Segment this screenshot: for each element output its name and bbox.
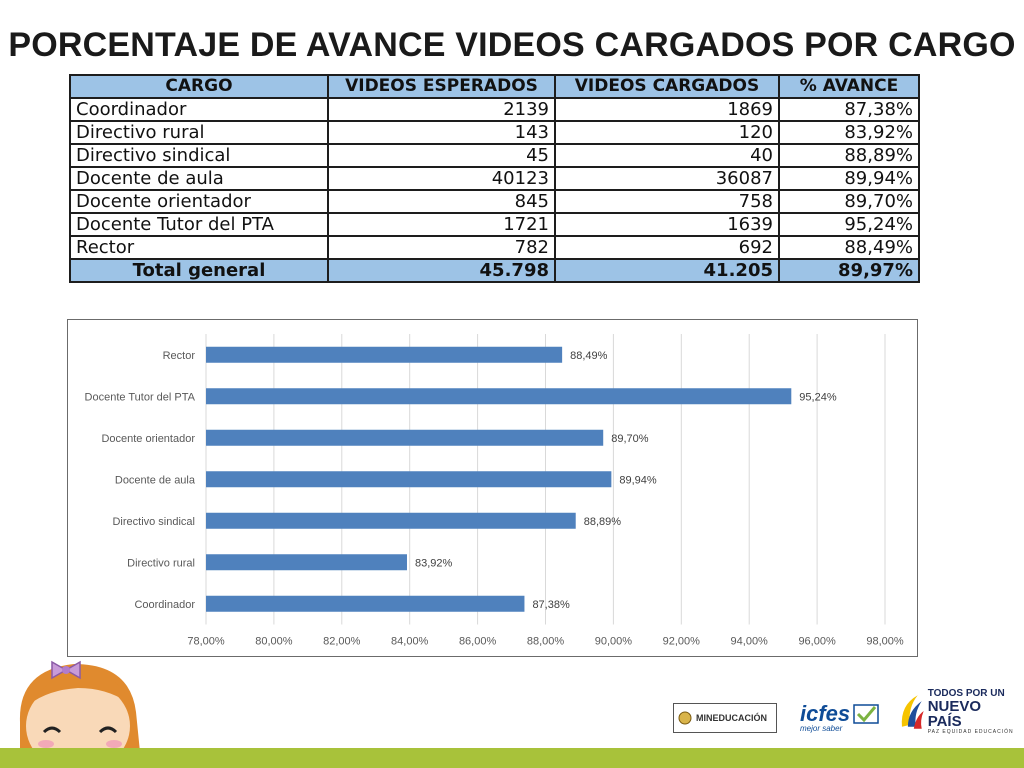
cell-avance: 83,92% [778, 120, 920, 145]
cell-avance: 89,94% [778, 166, 920, 191]
cell-cargados: 758 [554, 189, 780, 214]
footer-band [0, 748, 1024, 768]
bar [206, 471, 612, 488]
cell-cargados: 1869 [554, 97, 780, 122]
chart-frame: 78,00% 80,00% 82,00% 84,00% 86,00% 88,00% 90,0… [67, 319, 918, 657]
header-videos-cargados: VIDEOS CARGADOS [554, 74, 780, 99]
cell-esperados: 1721 [327, 212, 556, 237]
nuevo-pais-logo: TODOS POR UN NUEVO PAÍS PAZ EQUIDAD EDUC… [898, 687, 1018, 735]
table-row: Rector 782 692 88,49% [69, 235, 920, 260]
cell-esperados: 143 [327, 120, 556, 145]
category-label: Coordinador [134, 599, 195, 611]
header-cargo: CARGO [69, 74, 329, 99]
x-tick-label: 96,00% [798, 636, 836, 648]
data-label: 95,24% [799, 391, 837, 403]
cell-cargo: Docente Tutor del PTA [69, 212, 329, 237]
data-label: 87,38% [532, 599, 570, 611]
x-tick-label: 78,00% [187, 636, 225, 648]
icfes-subtitle: mejor saber [800, 723, 843, 733]
x-tick-label: 94,00% [731, 636, 769, 648]
x-tick-label: 90,00% [595, 636, 633, 648]
check-icon [853, 703, 879, 724]
data-table: CARGO VIDEOS ESPERADOS VIDEOS CARGADOS %… [69, 74, 920, 283]
total-label: Total general [69, 258, 329, 283]
table-row: Docente de aula 40123 36087 89,94% [69, 166, 920, 191]
table-row: Directivo rural 143 120 83,92% [69, 120, 920, 145]
x-tick-label: 86,00% [459, 636, 497, 648]
cartoon-girl-illustration [19, 660, 141, 752]
header-avance: % AVANCE [778, 74, 920, 99]
category-label: Docente de aula [115, 474, 196, 486]
cell-cargados: 692 [554, 235, 780, 260]
header-videos-esperados: VIDEOS ESPERADOS [327, 74, 556, 99]
cell-avance: 87,38% [778, 97, 920, 122]
page-title: PORCENTAJE DE AVANCE VIDEOS CARGADOS POR… [8, 26, 1016, 64]
bar-chart: 78,00% 80,00% 82,00% 84,00% 86,00% 88,00% 90,0… [85, 334, 904, 648]
x-tick-label: 84,00% [391, 636, 429, 648]
mineducacion-logo: MINEDUCACIÓN [673, 703, 777, 733]
total-esperados: 45.798 [327, 258, 556, 283]
cell-cargo: Directivo sindical [69, 143, 329, 168]
cell-avance: 88,89% [778, 143, 920, 168]
pais-main-text: NUEVO PAÍS [927, 697, 982, 730]
cell-cargados: 120 [554, 120, 780, 145]
bar [206, 346, 563, 363]
cell-avance: 95,24% [778, 212, 920, 237]
x-tick-label: 82,00% [323, 636, 361, 648]
bar [206, 429, 604, 446]
coat-of-arms-icon [678, 711, 692, 725]
icfes-logo: icfes mejor saber [800, 700, 882, 733]
x-tick-label: 80,00% [255, 636, 293, 648]
cell-esperados: 2139 [327, 97, 556, 122]
category-label: Docente orientador [101, 433, 195, 445]
bar [206, 595, 525, 612]
cell-avance: 89,70% [778, 189, 920, 214]
table-row: Docente Tutor del PTA 1721 1639 95,24% [69, 212, 920, 237]
icfes-text: icfes [800, 700, 851, 726]
x-tick-label: 92,00% [663, 636, 701, 648]
cell-cargados: 36087 [554, 166, 780, 191]
cell-avance: 88,49% [778, 235, 920, 260]
cell-cargo: Docente orientador [69, 189, 329, 214]
pais-sub-text: PAZ EQUIDAD EDUCACIÓN [927, 728, 1014, 735]
cell-cargo: Rector [69, 235, 329, 260]
data-label: 88,89% [584, 516, 622, 528]
data-label: 89,94% [619, 474, 657, 486]
pais-top-text: TODOS POR UN [927, 687, 1005, 699]
data-label: 88,49% [570, 350, 608, 362]
cell-cargados: 1639 [554, 212, 780, 237]
bar [206, 512, 576, 529]
mineducacion-text: MINEDUCACIÓN [696, 713, 767, 723]
total-avance: 89,97% [778, 258, 920, 283]
cell-esperados: 45 [327, 143, 556, 168]
cell-esperados: 845 [327, 189, 556, 214]
bar [206, 554, 407, 571]
x-tick-label: 98,00% [866, 636, 904, 648]
total-row: Total general 45.798 41.205 89,97% [69, 258, 920, 283]
cell-cargo: Docente de aula [69, 166, 329, 191]
table-row: Directivo sindical 45 40 88,89% [69, 143, 920, 168]
x-tick-label: 88,00% [527, 636, 565, 648]
data-label: 83,92% [415, 557, 453, 569]
cell-esperados: 782 [327, 235, 556, 260]
total-cargados: 41.205 [554, 258, 780, 283]
table-header-row: CARGO VIDEOS ESPERADOS VIDEOS CARGADOS %… [69, 74, 920, 99]
table-row: Docente orientador 845 758 89,70% [69, 189, 920, 214]
bar [206, 388, 792, 405]
flag-swoosh-icon [901, 695, 924, 729]
category-label: Docente Tutor del PTA [85, 391, 196, 403]
data-label: 89,70% [611, 433, 649, 445]
table-row: Coordinador 2139 1869 87,38% [69, 97, 920, 122]
category-label: Directivo sindical [112, 516, 195, 528]
cell-cargo: Directivo rural [69, 120, 329, 145]
cell-cargo: Coordinador [69, 97, 329, 122]
category-label: Directivo rural [127, 557, 195, 569]
category-label: Rector [163, 350, 196, 362]
cell-cargados: 40 [554, 143, 780, 168]
cell-esperados: 40123 [327, 166, 556, 191]
